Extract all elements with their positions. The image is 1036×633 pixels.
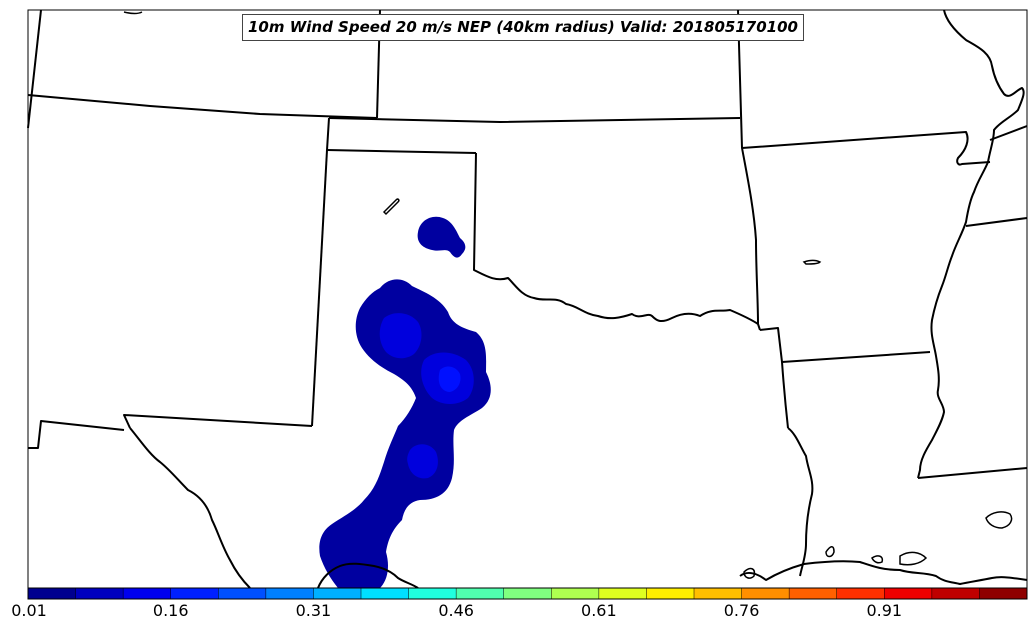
colorbar-tick-label: 0.91 [866, 601, 903, 620]
mississippi-river [917, 9, 1025, 479]
colorbar-frame [27, 587, 1028, 600]
lake-la-3 [825, 546, 835, 558]
border-tx-la [787, 427, 814, 577]
border-ut-az-north [27, 9, 42, 129]
colorbar-segment [836, 588, 885, 599]
colorbar-segment [694, 588, 743, 599]
colorbar-tick-label: 0.16 [152, 601, 189, 620]
gulf-coastline-east [739, 560, 1028, 585]
state-borders [27, 9, 1028, 589]
colorbar-segment [789, 588, 838, 599]
probability-field [319, 216, 491, 588]
lake-outlines [123, 11, 1013, 579]
map-title: 10m Wind Speed 20 m/s NEP (40km radius) … [242, 14, 804, 41]
gulf-coastline [317, 562, 419, 589]
colorbar [28, 588, 1028, 599]
lake-ut [123, 11, 143, 15]
border-ks-ne [328, 117, 741, 123]
border-nm-tx [311, 149, 328, 427]
probability-core-upper [379, 313, 422, 359]
lake-la-1 [871, 555, 884, 564]
colorbar-segment [408, 588, 457, 599]
lake-tx-coast [743, 567, 756, 579]
colorbar-segment [979, 588, 1028, 599]
colorbar-segment [75, 588, 124, 599]
probability-core-middle-peak [438, 366, 461, 392]
border-mexico-west [28, 420, 125, 449]
colorbar-segment [646, 588, 695, 599]
colorbar-segment [598, 588, 647, 599]
border-ar-la [781, 351, 931, 363]
probability-blob-north [417, 216, 466, 258]
colorbar-segment [265, 588, 314, 599]
border-ks-mo [737, 9, 759, 325]
colorbar-tick-label: 0.61 [581, 601, 617, 620]
border-tn-ms [965, 217, 1028, 227]
colorbar-tick-label: 0.76 [723, 601, 760, 620]
border-co-ks [326, 117, 330, 151]
colorbar-segment [884, 588, 933, 599]
colorbar-segment [313, 588, 362, 599]
probability-core-lower [407, 444, 438, 479]
rio-grande [129, 427, 251, 589]
border-nm-tx-south [123, 414, 313, 429]
colorbar-segment [503, 588, 552, 599]
colorbar-tick-label: 0.46 [438, 601, 474, 620]
border-mo-ar [741, 131, 991, 166]
colorbar-segment [170, 588, 219, 599]
border-ky-tn [989, 125, 1028, 141]
border-four-corners-line [27, 94, 378, 119]
lake-la-2 [899, 551, 928, 566]
colorbar-segment [931, 588, 980, 599]
colorbar-segment [551, 588, 600, 599]
lake-nm-north [382, 198, 400, 216]
map-background [28, 10, 1027, 588]
colorbar-segment [741, 588, 790, 599]
lake-ms [985, 511, 1013, 529]
colorbar-segment [218, 588, 267, 599]
border-ok-tx-panhandle [473, 152, 761, 331]
colorbar-tick-label: 0.01 [11, 601, 47, 620]
colorbar-tick-label: 0.31 [295, 601, 332, 620]
colorbar-segment [123, 588, 172, 599]
border-nm-co [326, 149, 477, 154]
colorbar-segment [361, 588, 410, 599]
border-la-ms [917, 467, 1028, 479]
lake-ar [802, 259, 822, 265]
colorbar-segment [28, 588, 77, 599]
colorbar-segment [456, 588, 505, 599]
